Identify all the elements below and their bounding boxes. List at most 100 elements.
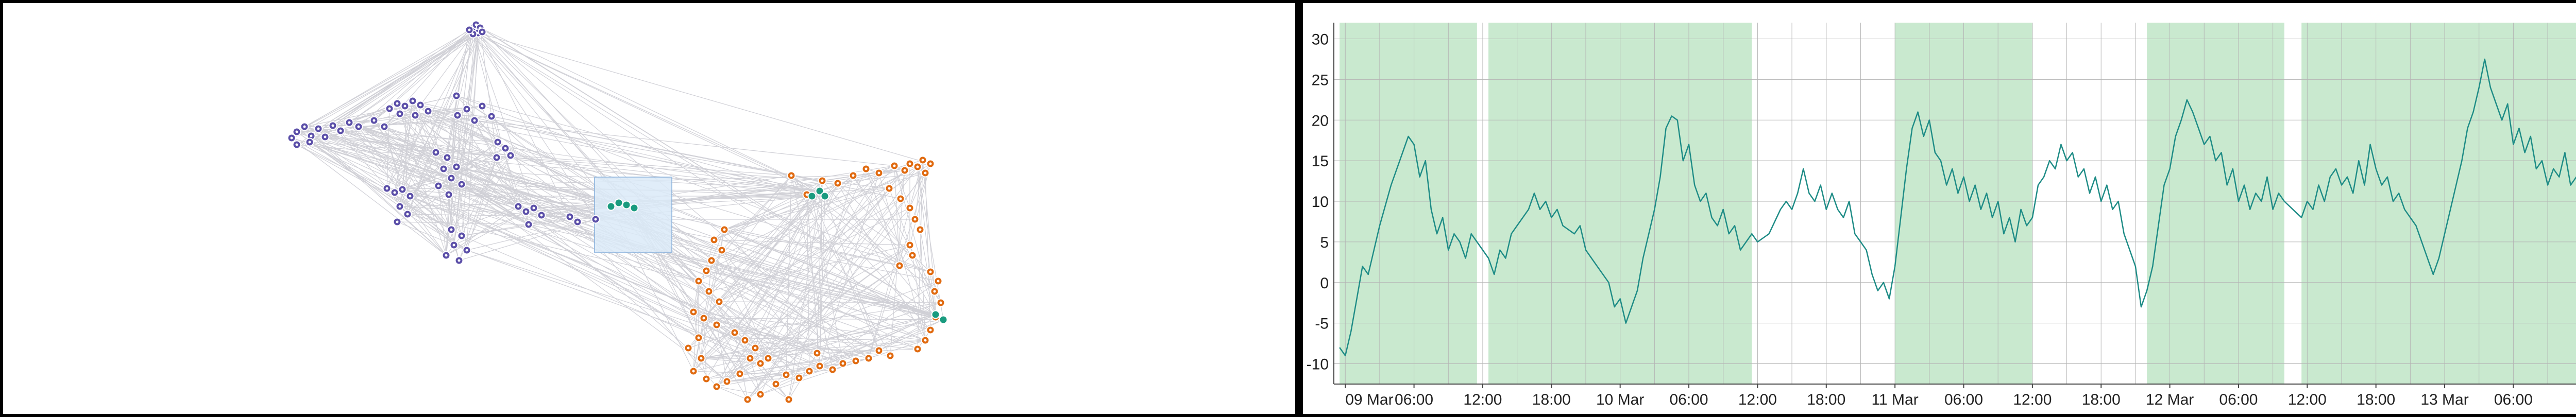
x-tick-label: 12:00	[2013, 391, 2052, 408]
network-edge	[786, 314, 936, 375]
network-edge	[415, 115, 498, 143]
network-edge	[469, 29, 612, 207]
network-edge	[811, 196, 843, 364]
network-edge	[402, 189, 699, 282]
network-node[interactable]	[820, 192, 829, 201]
network-node-core	[738, 372, 741, 375]
network-node-core	[468, 28, 471, 31]
network-node-core	[749, 357, 752, 360]
network-edge	[480, 27, 944, 320]
network-node-core	[715, 385, 718, 388]
network-edge	[428, 111, 694, 312]
network-edge	[386, 115, 416, 189]
network-edge	[438, 185, 939, 282]
x-tick-label: 10 Mar	[1596, 391, 1644, 408]
network-node-core	[746, 398, 749, 401]
network-edge	[909, 172, 926, 208]
network-node-core	[818, 364, 821, 368]
x-tick-label: 18:00	[1532, 391, 1571, 408]
network-node-core	[450, 177, 453, 180]
network-edge	[447, 157, 720, 302]
network-edge	[420, 105, 936, 318]
network-edge	[415, 115, 475, 121]
network-node[interactable]	[622, 200, 631, 210]
network-node-core	[911, 254, 914, 257]
network-edge	[466, 250, 769, 359]
network-node-core	[295, 130, 298, 133]
network-edge	[819, 281, 939, 367]
network-node-core	[790, 174, 793, 177]
network-edge	[404, 106, 709, 292]
network-node-core	[831, 368, 834, 371]
network-edge	[296, 32, 479, 132]
network-node[interactable]	[815, 186, 824, 196]
network-edge	[332, 125, 452, 179]
network-edge	[750, 358, 761, 395]
network-edge	[407, 214, 699, 282]
network-node-core	[481, 30, 484, 33]
x-tick-label: 12:00	[1463, 391, 1502, 408]
network-node-core	[398, 205, 401, 208]
x-tick-label: 06:00	[1395, 391, 1433, 408]
node-layer	[287, 20, 948, 404]
shaded-band	[2301, 23, 2576, 384]
x-tick-labels: 09 Mar 06:00 12:00 18:00 10 Mar 06:00 12:00 18:…	[1345, 384, 2533, 408]
network-edge	[402, 189, 612, 207]
network-node[interactable]	[606, 202, 616, 211]
selection-box[interactable]	[594, 177, 672, 253]
network-edge	[474, 120, 823, 181]
x-tick-label: 12 Mar	[2146, 391, 2194, 408]
network-node-core	[877, 349, 880, 352]
network-node-core	[707, 290, 710, 293]
network-node-core	[913, 218, 917, 221]
network-edge	[318, 128, 529, 225]
network-edge	[397, 103, 475, 121]
network-edge	[822, 180, 936, 318]
network-edge	[824, 196, 879, 351]
network-edge	[693, 175, 854, 372]
network-edge	[461, 170, 905, 236]
network-node-core	[496, 141, 499, 144]
network-edge	[716, 386, 761, 395]
network-edge	[340, 130, 511, 156]
network-edge	[309, 142, 823, 181]
network-node-core	[924, 339, 927, 342]
network-edge	[482, 31, 869, 359]
network-node[interactable]	[614, 198, 623, 207]
network-node-core	[924, 171, 927, 175]
network-node-core	[357, 125, 360, 128]
network-node-core	[348, 121, 351, 124]
network-node-core	[919, 228, 922, 231]
shaded-band	[2147, 23, 2284, 384]
network-node-core	[798, 376, 801, 379]
network-node-core	[540, 214, 543, 217]
network-node-core	[401, 188, 404, 191]
network-node-core	[295, 143, 298, 146]
network-node-core	[816, 352, 819, 355]
y-tick-label: 20	[1312, 112, 1329, 129]
network-graph-panel	[3, 3, 1295, 414]
network-node-core	[490, 115, 493, 118]
time-series-panel: -10 -5 0 5 10 15 20 25 30 09 Mar 06:00 12:00 18:00 10…	[1303, 3, 2576, 414]
network-node-core	[821, 179, 824, 182]
network-edge	[747, 172, 926, 400]
network-edge	[456, 157, 497, 167]
network-node-core	[899, 197, 902, 200]
network-node-core	[929, 162, 932, 165]
network-node[interactable]	[807, 192, 817, 201]
network-node[interactable]	[630, 203, 639, 213]
network-edge	[721, 175, 792, 251]
network-node[interactable]	[931, 310, 940, 319]
network-node-core	[414, 114, 417, 117]
network-edge	[739, 340, 926, 374]
network-node-core	[933, 290, 936, 293]
network-node-core	[889, 354, 892, 357]
network-edge	[311, 135, 395, 193]
network-edge	[716, 190, 820, 387]
network-edge	[526, 196, 825, 212]
network-node[interactable]	[939, 315, 948, 324]
network-node-core	[411, 99, 414, 102]
network-edge	[420, 105, 936, 315]
network-node-core	[715, 323, 718, 326]
